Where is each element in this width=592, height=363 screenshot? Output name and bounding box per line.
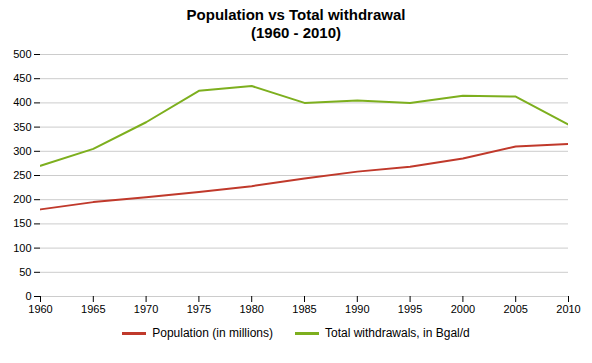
svg-text:1960: 1960 — [28, 303, 52, 315]
svg-text:400: 400 — [13, 96, 31, 108]
svg-text:1980: 1980 — [239, 303, 263, 315]
svg-text:0: 0 — [25, 290, 31, 302]
svg-text:200: 200 — [13, 193, 31, 205]
svg-text:2005: 2005 — [503, 303, 527, 315]
svg-text:300: 300 — [13, 145, 31, 157]
svg-text:500: 500 — [13, 48, 31, 60]
svg-text:450: 450 — [13, 72, 31, 84]
html-text:Total withdrawals, in Bgal/d: Total withdrawals, in Bgal/d — [325, 326, 470, 340]
svg-text:1965: 1965 — [81, 303, 105, 315]
svg-text:2010: 2010 — [556, 303, 580, 315]
svg-text:1995: 1995 — [398, 303, 422, 315]
svg-text:350: 350 — [13, 121, 31, 133]
svg-text:250: 250 — [13, 169, 31, 181]
html-text:Population vs Total withdrawal: Population vs Total withdrawal (1960 - 2… — [186, 6, 406, 41]
svg-text:150: 150 — [13, 217, 31, 229]
svg-text:1970: 1970 — [134, 303, 158, 315]
svg-text:100: 100 — [13, 242, 31, 254]
svg-text:50: 50 — [19, 266, 31, 278]
svg-text:1985: 1985 — [292, 303, 316, 315]
svg-text:2000: 2000 — [451, 303, 475, 315]
html-text:Population (in millions): Population (in millions) — [152, 326, 273, 340]
svg-text:1975: 1975 — [187, 303, 211, 315]
svg-text:1990: 1990 — [345, 303, 369, 315]
